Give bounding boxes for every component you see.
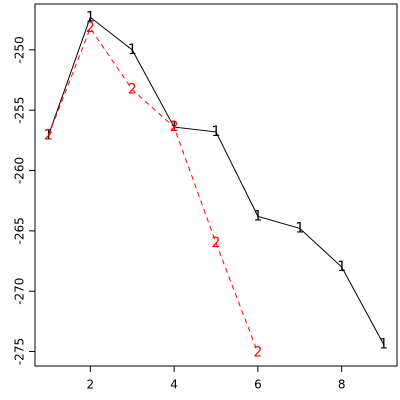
point-marker: 2 [44,128,53,144]
point-marker: 1 [128,42,137,58]
point-marker: 1 [379,336,388,352]
point-marker: 1 [295,220,304,236]
point-marker: 1 [337,259,346,275]
y-tick-label: -255 [13,97,27,124]
point-marker: 1 [253,208,262,224]
point-marker: 2 [253,345,262,361]
plot-frame [34,3,398,367]
point-marker: 1 [86,9,95,25]
y-tick-label: -250 [13,36,27,63]
point-marker: 2 [86,20,95,36]
y-tick-label: -265 [13,217,27,244]
point-marker: 2 [170,119,179,135]
y-tick-label: -270 [13,278,27,305]
point-marker: 1 [212,124,221,140]
series-line [47,27,259,353]
point-marker: 2 [212,235,221,251]
x-tick-label: 2 [86,378,94,392]
x-tick-label: 6 [254,378,262,392]
x-tick-label: 4 [170,378,178,392]
series-line [47,16,385,345]
x-tick-label: 8 [338,378,346,392]
point-marker: 2 [128,82,137,98]
y-tick-label: -260 [13,157,27,184]
y-tick-label: -275 [13,338,27,365]
